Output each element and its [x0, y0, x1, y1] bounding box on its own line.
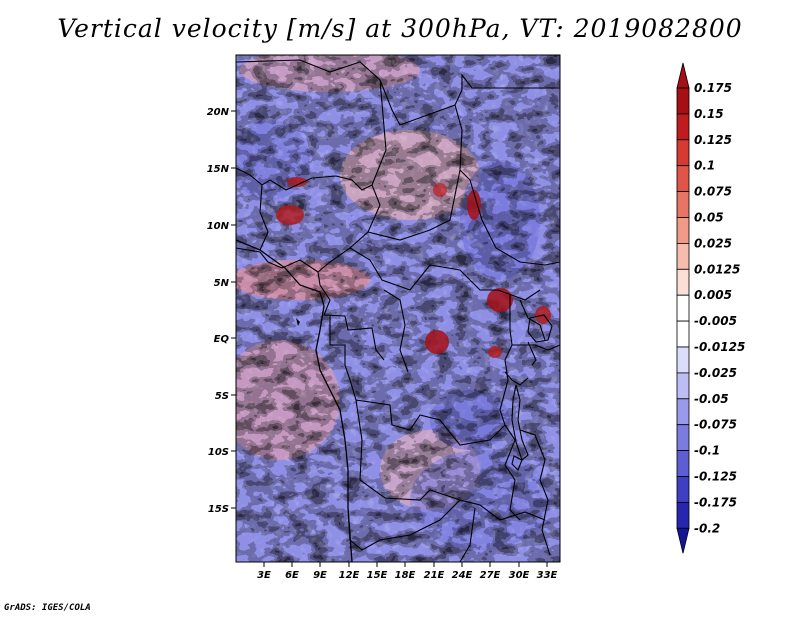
- country-borders: [236, 59, 560, 562]
- lat-label: 15S: [208, 504, 229, 515]
- colorbar-label: 0.075: [694, 185, 732, 199]
- colorbar-label: 0.175: [694, 81, 732, 95]
- lon-label: 30E: [509, 570, 530, 581]
- colorbar-swatch: [676, 165, 690, 192]
- colorbar-label: -0.2: [694, 521, 720, 535]
- colorbar-swatch: [676, 217, 690, 244]
- lat-label: 5S: [215, 391, 229, 402]
- colorbar-label: -0.025: [694, 366, 737, 380]
- colorbar-arrow-bottom: [676, 527, 690, 554]
- colorbar-swatch: [676, 242, 690, 270]
- colorbar-swatch: [676, 346, 690, 374]
- lat-label: 10N: [207, 221, 230, 232]
- colorbar-swatch: [676, 87, 690, 115]
- colorbar-swatch: [676, 294, 690, 322]
- colorbar-swatch: [676, 113, 690, 141]
- lon-label: 21E: [424, 570, 445, 581]
- latitude-axis: 20N 15N 10N 5N EQ 5S 10S 15S: [207, 107, 236, 515]
- colorbar: 0.175 0.15 0.125 0.1 0.075 0.05 0.025 0.0125 0.0…: [676, 62, 745, 554]
- lon-label: 18E: [395, 570, 416, 581]
- velocity-field: [236, 55, 560, 562]
- colorbar-swatch: [676, 139, 690, 167]
- lon-label: 3E: [257, 570, 271, 581]
- lon-label: 33E: [537, 570, 558, 581]
- colorbar-label: 0.05: [694, 211, 724, 225]
- colorbar-label: 0.1: [694, 159, 715, 173]
- colorbar-swatch: [676, 320, 690, 348]
- coastline: [236, 239, 353, 562]
- colorbar-label: -0.05: [694, 392, 729, 406]
- lat-label: 5N: [214, 278, 230, 289]
- lat-label: 10S: [208, 447, 229, 458]
- colorbar-swatch: [676, 501, 690, 529]
- colorbar-label: -0.175: [694, 495, 737, 509]
- colorbar-swatch: [676, 268, 690, 296]
- colorbar-label: -0.125: [694, 470, 737, 484]
- colorbar-swatch: [676, 476, 690, 503]
- colorbar-label: -0.005: [694, 314, 737, 328]
- lon-label: 24E: [452, 570, 473, 581]
- colorbar-label: -0.075: [694, 418, 737, 432]
- colorbar-swatch: [676, 191, 690, 218]
- lat-label: 20N: [207, 107, 230, 118]
- colorbar-label: 0.125: [694, 133, 732, 147]
- colorbar-swatch: [676, 372, 690, 400]
- longitude-axis: 3E 6E 9E 12E 15E 18E 21E 24E 27E 30E 33E: [257, 562, 558, 581]
- lon-label: 6E: [285, 570, 299, 581]
- grads-credit: GrADS: IGES/COLA: [4, 603, 91, 613]
- colorbar-label: 0.15: [694, 107, 724, 121]
- map-frame: [235, 54, 561, 563]
- lon-label: 12E: [339, 570, 360, 581]
- map-title: Vertical velocity [m/s] at 300hPa, VT: 2…: [57, 14, 743, 43]
- colorbar-label: 0.025: [694, 236, 732, 250]
- lat-label: EQ: [214, 334, 230, 345]
- colorbar-swatch: [676, 398, 690, 426]
- colorbar-label: 0.005: [694, 288, 732, 302]
- lon-label: 9E: [313, 570, 327, 581]
- colorbar-arrow-top: [676, 62, 690, 89]
- lon-label: 27E: [480, 570, 501, 581]
- colorbar-label: 0.0125: [694, 262, 740, 276]
- colorbar-swatch: [676, 450, 690, 477]
- lat-label: 15N: [207, 164, 230, 175]
- colorbar-swatch: [676, 424, 690, 452]
- lon-label: 15E: [367, 570, 388, 581]
- colorbar-label: -0.1: [694, 444, 720, 458]
- colorbar-label: -0.0125: [694, 340, 745, 354]
